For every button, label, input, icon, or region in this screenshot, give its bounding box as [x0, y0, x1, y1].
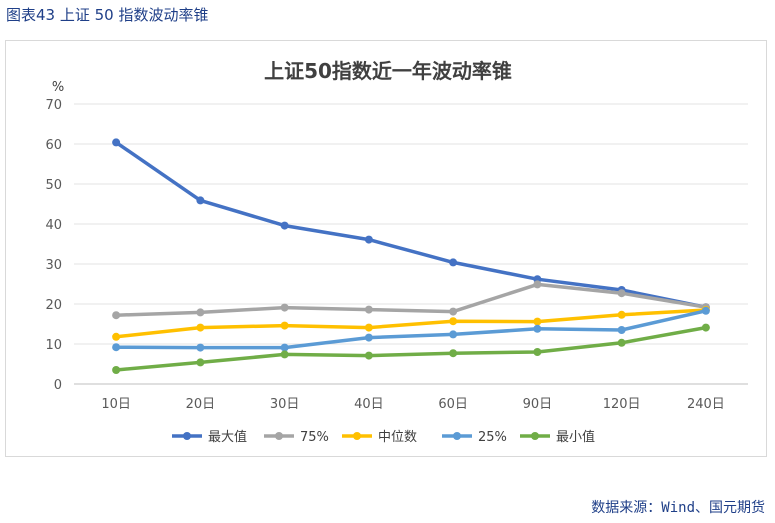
- y-tick-label: 70: [45, 98, 62, 113]
- data-point: [533, 317, 542, 326]
- data-point: [196, 196, 205, 205]
- gridlines: [74, 103, 748, 385]
- data-point: [280, 221, 289, 230]
- x-tick-label: 120日: [603, 397, 641, 412]
- chart-frame: [5, 40, 767, 457]
- data-point: [449, 349, 458, 358]
- data-point: [112, 311, 121, 320]
- y-tick-label: 20: [45, 298, 62, 313]
- x-tick-label: 10日: [101, 397, 131, 412]
- data-point: [533, 348, 542, 356]
- legend-item: 中位数: [342, 430, 417, 445]
- data-point: [617, 338, 626, 347]
- data-point: [364, 351, 373, 360]
- data-point: [449, 258, 458, 267]
- data-point: [196, 343, 205, 352]
- figure-caption: 图表43 上证 50 指数波动率锥: [6, 6, 209, 24]
- data-point: [533, 324, 542, 333]
- legend-swatch-marker: [275, 432, 283, 440]
- data-point: [617, 326, 626, 334]
- y-tick-label: 50: [45, 178, 62, 193]
- data-point: [112, 138, 121, 147]
- y-tick-label: 40: [45, 218, 62, 233]
- data-point: [701, 306, 710, 315]
- data-point: [112, 366, 121, 374]
- series-line: [114, 309, 708, 350]
- legend-item: 最小值: [520, 429, 595, 445]
- data-point: [196, 323, 205, 332]
- x-tick-label: 90日: [523, 397, 553, 412]
- series-line: [114, 140, 708, 309]
- legend-item: 最大值: [172, 429, 247, 445]
- legend-label: 75%: [300, 430, 329, 445]
- y-axis-unit: %: [52, 80, 64, 95]
- data-point: [449, 307, 458, 316]
- data-point: [701, 323, 710, 332]
- x-tick-label: 60日: [438, 397, 468, 412]
- source-note: 数据来源：Wind、国元期货: [591, 500, 765, 516]
- y-tick-labels: 0 10 20 30 40 50 60 70: [45, 98, 62, 393]
- data-point: [280, 321, 289, 330]
- legend-item: 25%: [442, 430, 507, 445]
- data-point: [280, 343, 289, 352]
- series-最大值: [112, 138, 710, 312]
- legend-label: 最大值: [208, 429, 247, 445]
- series-lines: [112, 138, 710, 374]
- x-tick-label: 40日: [354, 397, 384, 412]
- data-point: [617, 310, 626, 319]
- y-tick-label: 30: [45, 258, 62, 273]
- series-25%: [112, 306, 710, 352]
- series-line: [114, 325, 708, 372]
- x-tick-labels: 10日 20日 30日 40日 60日 90日 120日 240日: [101, 397, 724, 412]
- series-75%: [112, 280, 710, 320]
- legend-swatch-marker: [353, 432, 361, 440]
- legend: 最大值 75% 中位数 25% 最小值: [172, 429, 595, 445]
- data-point: [112, 343, 121, 352]
- legend-label: 25%: [478, 430, 507, 445]
- data-point: [364, 333, 373, 342]
- data-point: [280, 350, 289, 359]
- legend-label: 最小值: [556, 429, 595, 445]
- y-tick-label: 60: [45, 138, 62, 153]
- data-point: [364, 235, 373, 244]
- legend-swatch-marker: [183, 432, 191, 440]
- data-point: [364, 323, 373, 332]
- data-point: [196, 358, 205, 367]
- data-point: [449, 330, 458, 339]
- series-最小值: [112, 323, 710, 374]
- y-tick-label: 10: [45, 338, 62, 353]
- data-point: [196, 308, 205, 317]
- y-tick-label: 0: [54, 378, 62, 393]
- chart-title: 上证50指数近一年波动率锥: [264, 59, 512, 83]
- data-point: [617, 289, 626, 298]
- x-tick-label: 20日: [186, 397, 216, 412]
- legend-swatch-marker: [531, 432, 539, 440]
- x-tick-label: 30日: [270, 397, 300, 412]
- series-line: [114, 282, 708, 317]
- x-tick-label: 240日: [687, 397, 725, 412]
- legend-label: 中位数: [378, 430, 417, 445]
- series-line: [114, 308, 708, 339]
- data-point: [280, 303, 289, 312]
- data-point: [533, 280, 542, 289]
- legend-item: 75%: [264, 430, 329, 445]
- data-point: [112, 332, 121, 341]
- data-point: [364, 305, 373, 314]
- legend-swatch-marker: [453, 432, 461, 440]
- data-point: [449, 317, 458, 326]
